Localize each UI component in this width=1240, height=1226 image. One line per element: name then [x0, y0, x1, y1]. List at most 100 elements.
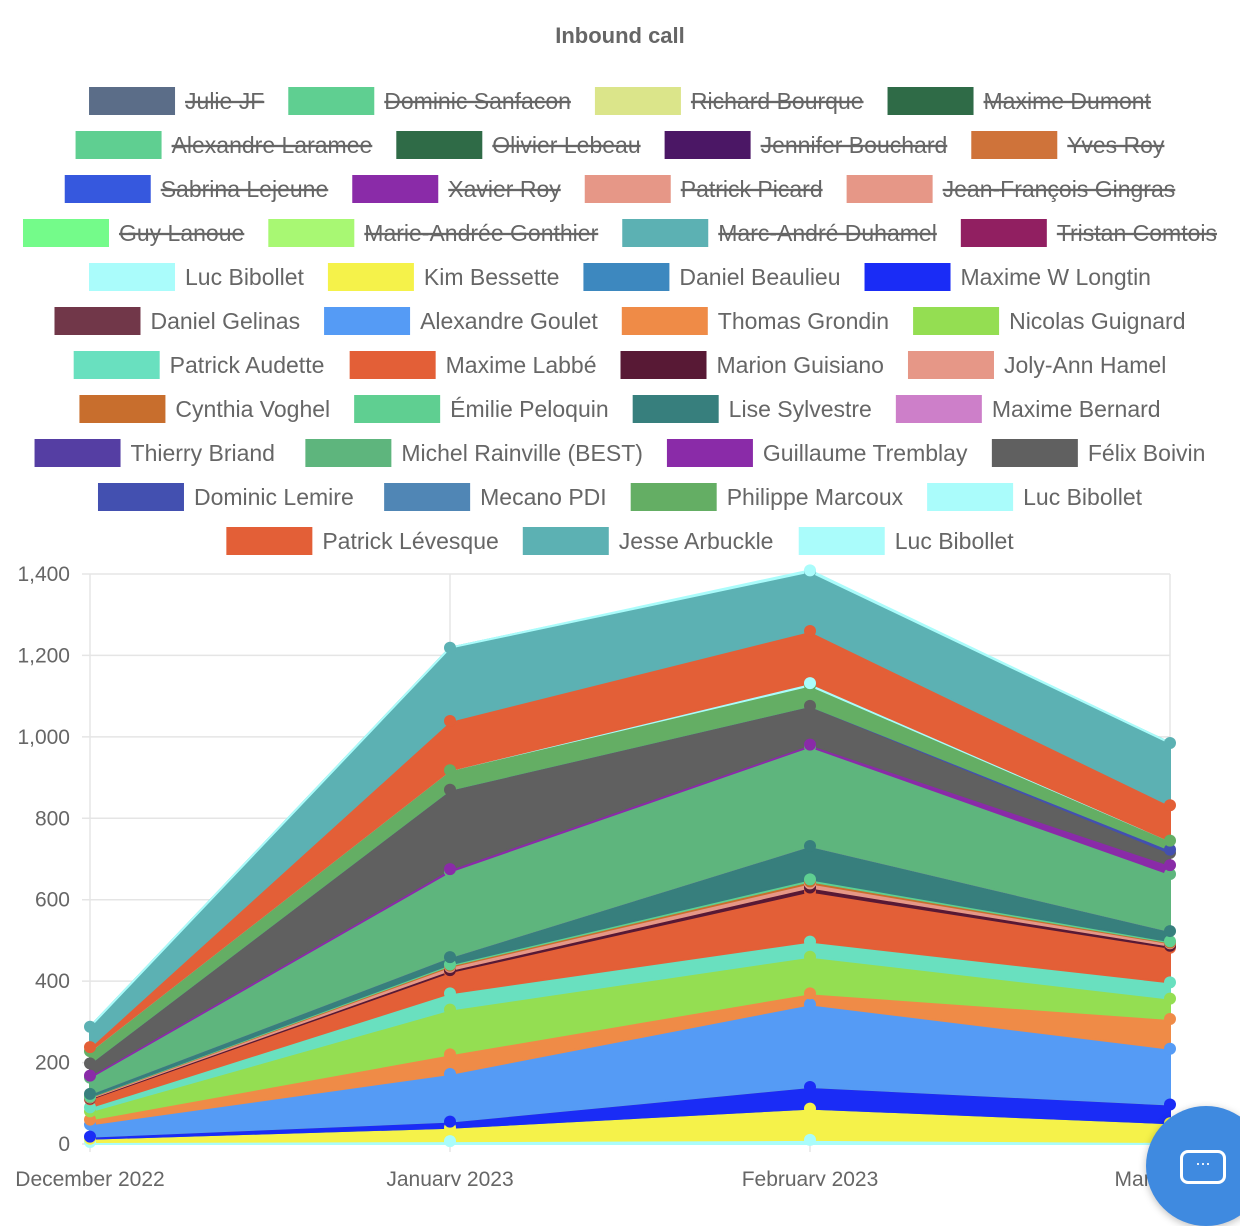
legend-item[interactable]: Joly-Ann Hamel [907, 351, 1166, 379]
legend-item[interactable]: Yves Roy [971, 131, 1165, 159]
legend-item[interactable]: Marie-Andrée Gonthier [268, 219, 599, 247]
legend-label: Mecano PDI [480, 484, 607, 510]
data-point[interactable] [84, 1057, 96, 1070]
legend-item[interactable]: Marion Guisiano [620, 351, 884, 379]
data-point[interactable] [444, 1115, 456, 1128]
legend-item[interactable]: Patrick Audette [73, 351, 325, 379]
legend-item[interactable]: Luc Bibollet [798, 527, 1015, 555]
data-point[interactable] [1164, 992, 1176, 1005]
legend-item[interactable]: Guillaume Tremblay [666, 439, 968, 467]
legend-item[interactable]: Marc-André Duhamel [622, 219, 937, 247]
legend-swatch [887, 87, 974, 115]
legend-item[interactable]: Julie JF [89, 87, 264, 115]
data-point[interactable] [804, 677, 816, 690]
data-point[interactable] [1164, 843, 1176, 856]
data-point[interactable] [804, 839, 816, 852]
legend-label: Julie JF [185, 88, 264, 114]
data-point[interactable] [804, 625, 816, 637]
data-point[interactable] [84, 1069, 96, 1082]
legend-item[interactable]: Richard Bourque [594, 87, 864, 115]
data-point[interactable] [804, 987, 816, 1000]
legend-item[interactable]: Kim Bessette [327, 263, 560, 291]
legend-item[interactable]: Maxime Labbé [349, 351, 597, 379]
data-point[interactable] [804, 1081, 816, 1093]
legend-item[interactable]: Patrick Lévesque [226, 527, 499, 555]
data-point[interactable] [804, 998, 816, 1011]
legend-item[interactable]: Luc Bibollet [89, 263, 305, 291]
y-tick-label: 600 [35, 889, 70, 912]
legend-item[interactable]: Olivier Lebeau [396, 131, 641, 159]
legend-item[interactable]: Jean-François Gingras [846, 175, 1176, 203]
data-point[interactable] [1164, 925, 1176, 938]
legend-item[interactable]: Tristan Comtois [960, 219, 1217, 247]
data-point[interactable] [804, 950, 816, 963]
data-point[interactable] [1164, 976, 1176, 989]
legend-item[interactable]: Jennifer Bouchard [664, 131, 948, 159]
data-point[interactable] [804, 699, 816, 712]
legend-item[interactable]: Maxime W Longtin [864, 263, 1151, 291]
data-point[interactable] [804, 873, 816, 886]
data-point[interactable] [1164, 859, 1176, 872]
legend-item[interactable]: Michel Rainville (BEST) [305, 439, 643, 467]
legend-label: Daniel Gelinas [150, 308, 300, 334]
data-point[interactable] [1164, 1013, 1176, 1026]
data-point[interactable] [444, 1135, 456, 1148]
data-point[interactable] [444, 764, 456, 777]
legend-item[interactable]: Dominic Sanfacon [288, 87, 571, 115]
legend-item[interactable]: Jesse Arbuckle [522, 527, 774, 555]
legend-item[interactable]: Dominic Lemire [97, 483, 354, 511]
legend-item[interactable]: Thierry Briand [34, 439, 275, 467]
legend-item[interactable]: Guy Lanoue [22, 219, 244, 247]
legend-label: Luc Bibollet [1023, 484, 1143, 510]
data-point[interactable] [84, 1041, 96, 1054]
data-point[interactable] [804, 935, 816, 948]
legend-item[interactable]: Alexandre Goulet [324, 307, 598, 335]
legend-item[interactable]: Patrick Picard [584, 175, 823, 203]
data-point[interactable] [84, 1020, 96, 1033]
data-point[interactable] [444, 1003, 456, 1016]
data-point[interactable] [804, 564, 816, 577]
legend-item[interactable]: Philippe Marcoux [630, 483, 904, 511]
legend-item[interactable]: Sabrina Lejeune [64, 175, 329, 203]
legend-item[interactable]: Félix Boivin [991, 439, 1206, 467]
data-point[interactable] [444, 714, 456, 727]
legend-item[interactable]: Nicolas Guignard [913, 307, 1186, 335]
legend-item[interactable]: Alexandre Laramee [75, 131, 373, 159]
legend-item[interactable]: Daniel Gelinas [54, 307, 300, 335]
data-point[interactable] [444, 863, 456, 876]
legend-swatch [89, 263, 176, 291]
data-point[interactable] [804, 1102, 816, 1115]
data-point[interactable] [444, 951, 456, 964]
data-point[interactable] [1164, 1098, 1176, 1111]
data-point[interactable] [1164, 935, 1176, 948]
legend-item[interactable]: Thomas Grondin [621, 307, 889, 335]
legend-item[interactable]: Lise Sylvestre [632, 395, 872, 423]
data-point[interactable] [1164, 799, 1176, 812]
data-point[interactable] [444, 987, 456, 1000]
legend-item[interactable]: Luc Bibollet [927, 483, 1143, 511]
data-point[interactable] [1164, 868, 1176, 881]
legend-item[interactable]: Cynthia Voghel [79, 395, 330, 423]
data-point[interactable] [444, 641, 456, 654]
data-point[interactable] [804, 1133, 816, 1146]
legend-item[interactable]: Maxime Bernard [895, 395, 1161, 423]
legend-swatch [630, 483, 717, 511]
data-point[interactable] [444, 1067, 456, 1080]
data-point[interactable] [1164, 1042, 1176, 1055]
legend-item[interactable]: Maxime Dumont [887, 87, 1152, 115]
data-point[interactable] [1164, 736, 1176, 749]
legend-swatch [907, 351, 994, 379]
data-point[interactable] [444, 1048, 456, 1061]
data-point[interactable] [804, 738, 816, 751]
data-point[interactable] [84, 1087, 96, 1100]
data-point[interactable] [84, 1130, 96, 1143]
legend-item[interactable]: Émilie Peloquin [354, 395, 609, 423]
legend-swatch [846, 175, 933, 203]
x-axis: December 2022 January 2023 February 2023 Ma… [15, 1168, 1225, 1186]
legend-item[interactable]: Xavier Roy [352, 175, 561, 203]
data-point[interactable] [1164, 834, 1176, 847]
legend-item[interactable]: Daniel Beaulieu [583, 263, 841, 291]
legend-item[interactable]: Mecano PDI [384, 483, 607, 511]
data-point[interactable] [444, 783, 456, 796]
legend-swatch [305, 439, 392, 467]
